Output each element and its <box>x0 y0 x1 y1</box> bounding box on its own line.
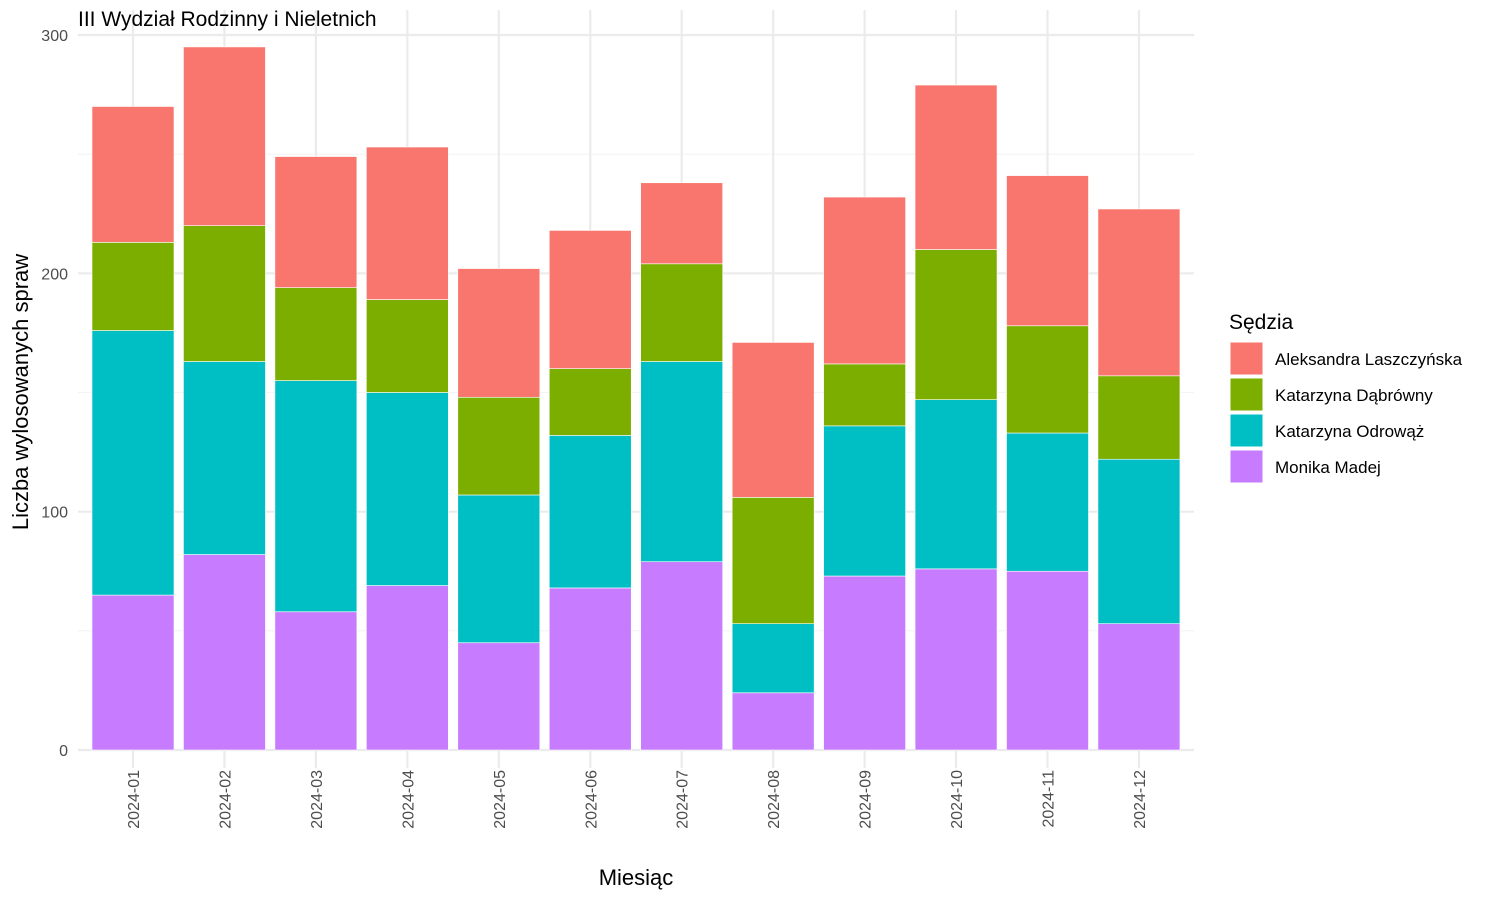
y-tick-label: 100 <box>41 505 68 522</box>
bar-segment: 2024-07 — Monika Madej: 79 <box>640 561 724 751</box>
bar-segment: 2024-09 — Monika Madej: 73 <box>823 575 906 751</box>
bar-segment: 2024-08 — Katarzyna Dąbrówny: 53 <box>731 497 815 624</box>
bar-segment: 2024-11 — Aleksandra Laszczyńska: 63 <box>1006 175 1089 327</box>
legend-label: Katarzyna Dąbrówny <box>1275 386 1433 405</box>
x-tick-label: 2024-09 <box>858 770 875 829</box>
x-tick-label: 2024-10 <box>949 770 966 829</box>
legend: Sędzia Aleksandra Laszczyńska Katarzyna D… <box>1229 311 1463 484</box>
chart-title: III Wydział Rodzinny i Nieletnich <box>78 8 377 31</box>
bar-segment: 2024-02 — Aleksandra Laszczyńska: 75 <box>183 46 266 226</box>
bar-segment: 2024-05 — Katarzyna Odrowąż: 62 <box>457 494 541 644</box>
x-tick-label: 2024-11 <box>1041 770 1058 828</box>
bar-segment: 2024-12 — Katarzyna Dąbrówny: 35 <box>1097 375 1181 460</box>
bar-segment: 2024-08 — Aleksandra Laszczyńska: 65 <box>731 342 815 498</box>
legend-swatch <box>1229 449 1264 484</box>
y-tick-label: 300 <box>41 28 68 45</box>
bar-segment: 2024-09 — Katarzyna Odrowąż: 63 <box>823 425 906 577</box>
legend-title: Sędzia <box>1229 311 1294 334</box>
bars: 2024-01 — Monika Madej: 652024-01 — Kata… <box>91 46 1181 751</box>
x-tick-label: 2024-06 <box>583 770 600 829</box>
x-tick-label: 2024-02 <box>217 770 234 829</box>
bar-segment: 2024-10 — Monika Madej: 76 <box>914 568 998 751</box>
y-tick-label: 200 <box>41 266 68 283</box>
bar-segment: 2024-08 — Monika Madej: 24 <box>731 692 815 751</box>
bar-segment: 2024-09 — Aleksandra Laszczyńska: 70 <box>823 196 906 365</box>
legend-swatch <box>1229 377 1264 412</box>
bar-segment: 2024-03 — Katarzyna Odrowąż: 97 <box>274 380 358 613</box>
bar-segment: 2024-01 — Monika Madej: 65 <box>91 594 175 751</box>
y-axis-title: Liczba wylosowanych spraw <box>8 254 33 530</box>
x-axis: 2024-01 2024-02 2024-03 2024-04 2024-05 2024-… <box>126 770 1149 829</box>
legend-label: Aleksandra Laszczyńska <box>1275 350 1463 369</box>
bar-segment: 2024-06 — Aleksandra Laszczyńska: 58 <box>548 230 632 369</box>
bar-segment: 2024-10 — Katarzyna Odrowąż: 71 <box>914 399 998 570</box>
x-tick-label: 2024-03 <box>309 770 326 829</box>
bar-segment: 2024-05 — Katarzyna Dąbrówny: 41 <box>457 396 541 496</box>
bar-segment: 2024-04 — Katarzyna Odrowąż: 81 <box>366 392 449 586</box>
bar-segment: 2024-05 — Monika Madej: 45 <box>457 642 541 751</box>
bar-segment: 2024-07 — Katarzyna Odrowąż: 84 <box>640 361 724 563</box>
bar-segment: 2024-06 — Monika Madej: 68 <box>548 587 632 751</box>
bar-segment: 2024-07 — Katarzyna Dąbrówny: 41 <box>640 263 724 362</box>
bar-segment: 2024-01 — Aleksandra Laszczyńska: 57 <box>91 106 175 243</box>
legend-swatch <box>1229 341 1264 376</box>
x-axis-title: Miesiąc <box>599 865 674 890</box>
y-axis: 0 100 200 300 <box>41 28 68 760</box>
bar-segment: 2024-04 — Monika Madej: 69 <box>366 585 449 751</box>
bar-segment: 2024-07 — Aleksandra Laszczyńska: 34 <box>640 182 724 265</box>
bar-segment: 2024-02 — Katarzyna Odrowąż: 81 <box>183 361 266 555</box>
legend-label: Monika Madej <box>1275 458 1381 477</box>
bar-segment: 2024-06 — Katarzyna Odrowąż: 64 <box>548 435 632 589</box>
bar-segment: 2024-11 — Katarzyna Odrowąż: 58 <box>1006 432 1089 572</box>
bar-segment: 2024-03 — Monika Madej: 58 <box>274 611 358 751</box>
bar-segment: 2024-08 — Katarzyna Odrowąż: 29 <box>731 623 815 694</box>
bar-segment: 2024-09 — Katarzyna Dąbrówny: 26 <box>823 363 906 427</box>
bar-segment: 2024-03 — Katarzyna Dąbrówny: 39 <box>274 287 358 381</box>
bar-segment: 2024-05 — Aleksandra Laszczyńska: 54 <box>457 268 541 398</box>
bar-segment: 2024-10 — Katarzyna Dąbrówny: 63 <box>914 249 998 400</box>
legend-label: Katarzyna Odrowąż <box>1275 422 1424 441</box>
bar-segment: 2024-01 — Katarzyna Odrowąż: 111 <box>91 330 175 596</box>
bar-segment: 2024-04 — Katarzyna Dąbrówny: 39 <box>366 299 449 393</box>
bar-segment: 2024-12 — Aleksandra Laszczyńska: 70 <box>1097 208 1181 377</box>
legend-swatch <box>1229 413 1264 448</box>
bar-segment: 2024-11 — Katarzyna Dąbrówny: 45 <box>1006 325 1089 434</box>
bar-segment: 2024-02 — Katarzyna Dąbrówny: 57 <box>183 225 266 362</box>
y-tick-label: 0 <box>59 743 68 760</box>
x-tick-label: 2024-07 <box>675 770 692 829</box>
bar-segment: 2024-12 — Katarzyna Odrowąż: 69 <box>1097 458 1181 624</box>
bar-segment: 2024-03 — Aleksandra Laszczyńska: 55 <box>274 156 358 288</box>
x-tick-label: 2024-04 <box>400 770 417 829</box>
x-tick-label: 2024-08 <box>766 770 783 829</box>
x-tick-label: 2024-12 <box>1132 770 1149 829</box>
bar-segment: 2024-10 — Aleksandra Laszczyńska: 69 <box>914 84 998 250</box>
bar-segment: 2024-04 — Aleksandra Laszczyńska: 64 <box>366 146 449 300</box>
bar-segment: 2024-12 — Monika Madej: 53 <box>1097 623 1181 751</box>
x-tick-label: 2024-01 <box>126 770 143 829</box>
bar-segment: 2024-06 — Katarzyna Dąbrówny: 28 <box>548 368 632 436</box>
bar-segment: 2024-11 — Monika Madej: 75 <box>1006 570 1089 751</box>
x-tick-label: 2024-05 <box>492 770 509 829</box>
bar-segment: 2024-02 — Monika Madej: 82 <box>183 554 266 751</box>
bar-segment: 2024-01 — Katarzyna Dąbrówny: 37 <box>91 242 175 331</box>
